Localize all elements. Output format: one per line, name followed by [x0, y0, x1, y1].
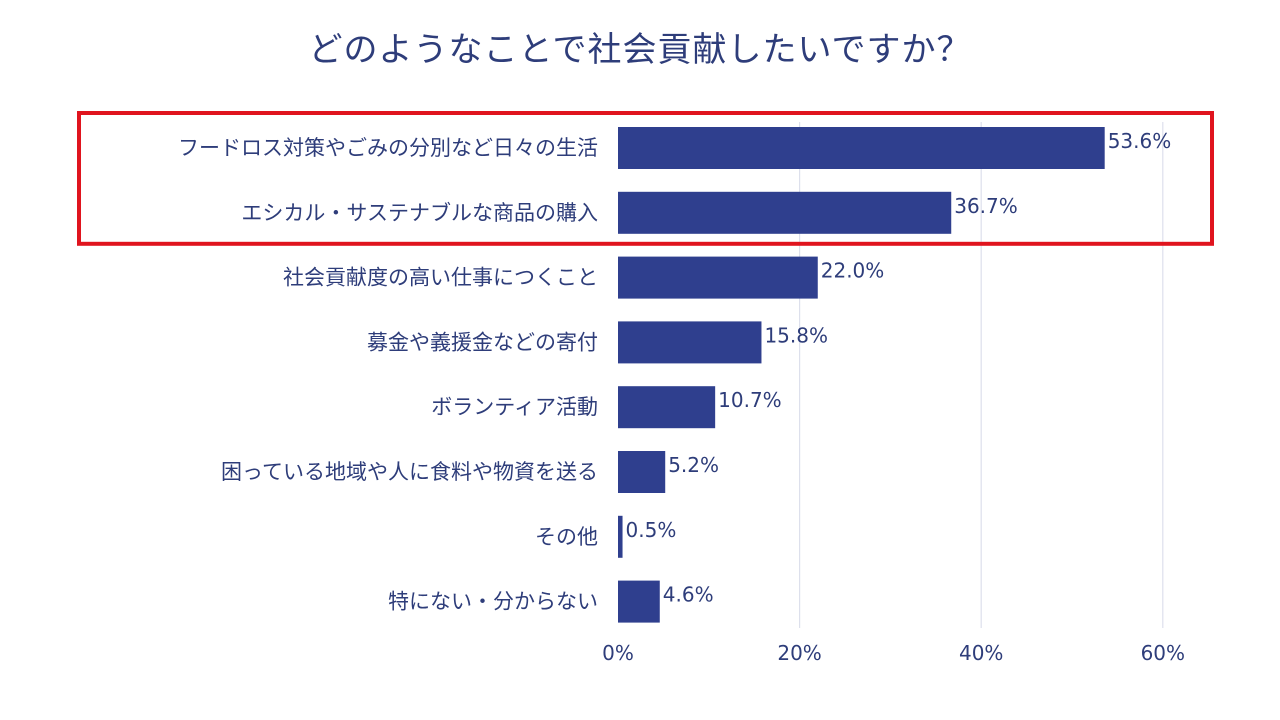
value-label: 0.5% — [626, 518, 677, 542]
value-labels: 53.6% 36.7% 22.0% 15.8% 10.7% 5.2% 0.5% 4.6% — [626, 129, 1172, 607]
x-tick-label: 40% — [959, 641, 1003, 665]
bar — [618, 256, 818, 299]
category-label: 社会貢献度の高い仕事につくこと — [283, 266, 598, 290]
category-label: 特にない・分からない — [388, 590, 598, 614]
value-label: 53.6% — [1108, 129, 1172, 153]
chart-title: どのようなことで社会貢献したいですか？ — [308, 30, 972, 70]
x-axis-ticks: 0% 20% 40% 60% — [602, 641, 1185, 665]
bar — [618, 580, 660, 623]
x-tick-label: 0% — [602, 641, 634, 665]
value-label: 22.0% — [821, 259, 885, 283]
value-label: 4.6% — [663, 583, 714, 607]
bar — [618, 451, 666, 493]
category-label: フードロス対策やごみの分別など日々の生活 — [178, 136, 598, 160]
highlight-box — [77, 111, 1214, 246]
category-label: 困っている地域や人に食料や物資を送る — [221, 460, 598, 484]
bar — [618, 321, 762, 364]
bars — [618, 127, 1105, 623]
x-tick-label: 20% — [777, 641, 821, 665]
bar — [618, 127, 1105, 169]
bar — [618, 191, 952, 234]
value-label: 10.7% — [718, 388, 782, 412]
value-label: 15.8% — [764, 323, 828, 347]
value-label: 5.2% — [668, 453, 719, 477]
category-label: ボランティア活動 — [431, 395, 598, 419]
x-tick-label: 60% — [1141, 641, 1185, 665]
category-label: エシカル・サステナブルな商品の購入 — [241, 201, 598, 225]
value-label: 36.7% — [954, 194, 1018, 218]
category-label: 募金や義援金などの寄付 — [367, 330, 598, 354]
bar — [618, 515, 623, 558]
bar — [618, 386, 716, 429]
category-label: その他 — [535, 525, 598, 549]
category-labels: フードロス対策やごみの分別など日々の生活エシカル・サステナブルな商品の購入社会貢… — [178, 136, 598, 614]
highlight-annotations — [77, 111, 1214, 246]
